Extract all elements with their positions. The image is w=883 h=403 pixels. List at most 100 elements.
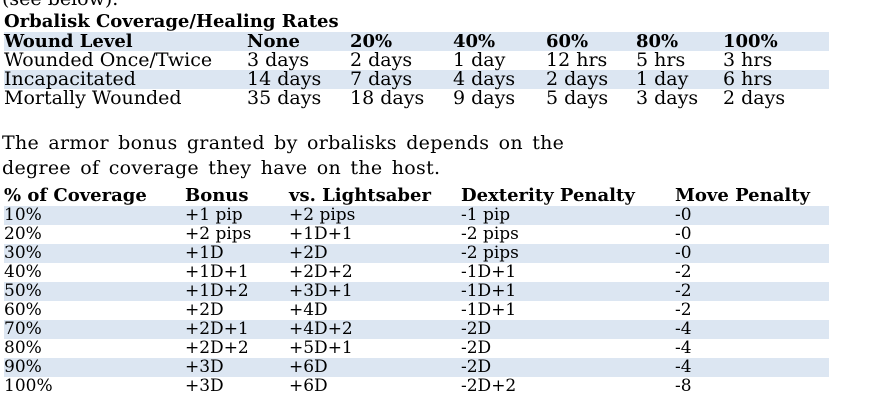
table-cell: 2 days <box>350 49 413 71</box>
table-cell: -2 <box>675 281 692 301</box>
column-header: 100% <box>723 31 778 52</box>
table-cell: 20% <box>4 224 42 244</box>
table-cell: 40% <box>4 262 42 282</box>
column-header: 60% <box>546 31 589 52</box>
healing-table-caption: Orbalisk Coverage/Healing Rates <box>4 11 339 32</box>
table-cell: +3D+1 <box>289 281 353 301</box>
table-cell: +6D <box>289 357 328 377</box>
table-cell: 3 hrs <box>723 49 773 71</box>
table-cell: 4 days <box>453 68 516 90</box>
table-cell: +1 pip <box>185 205 243 225</box>
column-header: vs. Lightsaber <box>289 185 431 206</box>
table-cell: -2D <box>461 319 492 339</box>
table-row: 20% +2 pips +1D+1 -2 pips -0 <box>4 225 829 244</box>
column-header: None <box>247 31 300 52</box>
table-cell: +2D <box>185 300 224 320</box>
table-row: 50% +1D+2 +3D+1 -1D+1 -2 <box>4 282 829 301</box>
table-cell: 1 day <box>636 68 689 90</box>
table-cell: +2D+1 <box>185 319 249 339</box>
table-cell: 12 hrs <box>546 49 608 71</box>
table-cell: +2 pips <box>289 205 356 225</box>
table-cell: 10% <box>4 205 42 225</box>
table-cell: 80% <box>4 338 42 358</box>
table-cell: -4 <box>675 357 692 377</box>
table-cell: 5 days <box>546 87 609 109</box>
table-cell: 7 days <box>350 68 413 90</box>
column-header: Dexterity Penalty <box>461 185 635 206</box>
table-cell: +2D+2 <box>289 262 353 282</box>
table-cell: -1D+1 <box>461 300 517 320</box>
table-cell: 1 day <box>453 49 506 71</box>
table-header-row: % of Coverage Bonus vs. Lightsaber Dexte… <box>4 186 829 206</box>
table-cell: 60% <box>4 300 42 320</box>
table-cell: Wounded Once/Twice <box>4 49 213 71</box>
table-cell: +2D+2 <box>185 338 249 358</box>
table-cell: +3D <box>185 376 224 396</box>
table-cell: -1D+1 <box>461 281 517 301</box>
table-header-row: Wound Level None 20% 40% 60% 80% 100% <box>4 32 829 51</box>
table-cell: -4 <box>675 319 692 339</box>
table-cell: 50% <box>4 281 42 301</box>
column-header: Wound Level <box>4 31 133 52</box>
table-cell: -2D+2 <box>461 376 517 396</box>
table-cell: -2D <box>461 338 492 358</box>
table-cell: 5 hrs <box>636 49 686 71</box>
table-cell: -0 <box>675 224 692 244</box>
column-header: % of Coverage <box>4 185 147 206</box>
table-cell: +4D <box>289 300 328 320</box>
table-cell: +5D+1 <box>289 338 353 358</box>
table-row: 100% +3D +6D -2D+2 -8 <box>4 377 829 396</box>
table-cell: 35 days <box>247 87 322 109</box>
table-cell: +1D+2 <box>185 281 249 301</box>
table-cell: 14 days <box>247 68 322 90</box>
table-row: 90% +3D +6D -2D -4 <box>4 358 829 377</box>
table-cell: 6 hrs <box>723 68 773 90</box>
table-cell: -8 <box>675 376 692 396</box>
table-cell: 30% <box>4 243 42 263</box>
column-header: 40% <box>453 31 496 52</box>
table-cell: Incapacitated <box>4 68 136 90</box>
table-cell: 9 days <box>453 87 516 109</box>
table-row: Mortally Wounded 35 days 18 days 9 days … <box>4 89 829 108</box>
table-row: Wounded Once/Twice 3 days 2 days 1 day 1… <box>4 51 829 70</box>
column-header: Move Penalty <box>675 185 810 206</box>
table-cell: -1D+1 <box>461 262 517 282</box>
table-cell: -1 pip <box>461 205 511 225</box>
table-cell: 100% <box>4 376 53 396</box>
table-cell: +4D+2 <box>289 319 353 339</box>
table-row: 70% +2D+1 +4D+2 -2D -4 <box>4 320 829 339</box>
table-cell: -2 pips <box>461 243 519 263</box>
healing-rates-table: Wound Level None 20% 40% 60% 80% 100% Wo… <box>4 32 829 108</box>
table-cell: -2D <box>461 357 492 377</box>
table-cell: -0 <box>675 205 692 225</box>
table-row: 30% +1D +2D -2 pips -0 <box>4 244 829 263</box>
table-row: 80% +2D+2 +5D+1 -2D -4 <box>4 339 829 358</box>
coverage-bonus-table: % of Coverage Bonus vs. Lightsaber Dexte… <box>4 186 829 396</box>
table-cell: -0 <box>675 243 692 263</box>
table-cell: +6D <box>289 376 328 396</box>
table-cell: 2 days <box>546 68 609 90</box>
table-row: 40% +1D+1 +2D+2 -1D+1 -2 <box>4 263 829 282</box>
table-cell: 18 days <box>350 87 425 109</box>
table-cell: -4 <box>675 338 692 358</box>
table-cell: 3 days <box>247 49 310 71</box>
table-cell: -2 pips <box>461 224 519 244</box>
table-cell: 2 days <box>723 87 786 109</box>
table-cell: Mortally Wounded <box>4 87 182 109</box>
table-cell: -2 <box>675 300 692 320</box>
table-cell: 70% <box>4 319 42 339</box>
table-cell: 3 days <box>636 87 699 109</box>
column-header: 20% <box>350 31 393 52</box>
column-header: Bonus <box>185 185 249 206</box>
table-row: 10% +1 pip +2 pips -1 pip -0 <box>4 206 829 225</box>
table-cell: +1D <box>185 243 224 263</box>
table-cell: +1D+1 <box>289 224 353 244</box>
table-cell: +2 pips <box>185 224 252 244</box>
table-cell: +3D <box>185 357 224 377</box>
body-paragraph: The armor bonus granted by orbalisks dep… <box>2 132 565 179</box>
table-cell: -2 <box>675 262 692 282</box>
table-row: 60% +2D +4D -1D+1 -2 <box>4 301 829 320</box>
table-cell: +1D+1 <box>185 262 249 282</box>
table-cell: 90% <box>4 357 42 377</box>
column-header: 80% <box>636 31 679 52</box>
